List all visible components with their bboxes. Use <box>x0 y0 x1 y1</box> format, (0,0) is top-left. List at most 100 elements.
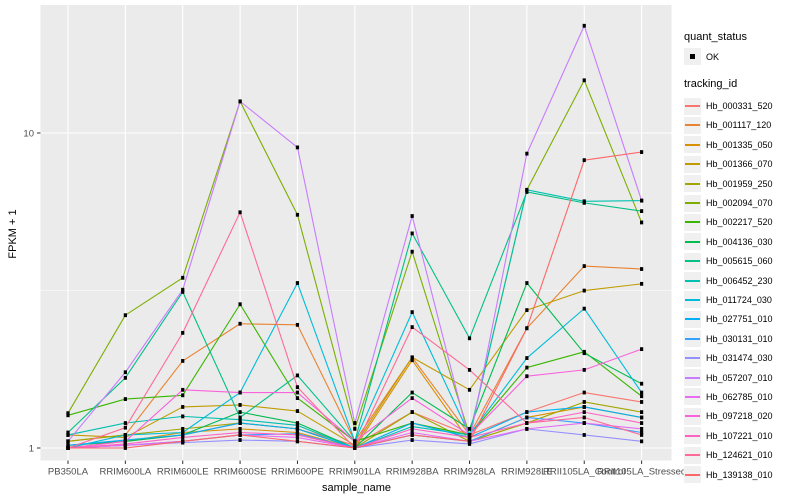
data-point-Hb_031474_030 <box>410 438 414 442</box>
legend-item-Hb_062785_010: Hb_062785_010 <box>684 387 799 406</box>
legend-item-label: Hb_000331_520 <box>706 101 773 112</box>
data-point-Hb_002094_070 <box>295 212 300 217</box>
legend-item-Hb_002094_070: Hb_002094_070 <box>684 193 799 212</box>
data-point-Hb_124621_010 <box>123 425 127 430</box>
color-line-icon <box>685 202 700 205</box>
data-point-Hb_001366_070 <box>410 355 414 360</box>
legend-item-Hb_011724_030: Hb_011724_030 <box>684 290 799 309</box>
data-point-Hb_139138_010 <box>640 150 644 154</box>
data-point-Hb_107221_010 <box>410 426 414 431</box>
legend-key-line-icon <box>684 310 701 328</box>
data-point-Hb_011724_030 <box>525 356 529 360</box>
data-point-Hb_062785_010 <box>410 430 414 435</box>
data-point-Hb_005615_060 <box>123 375 127 380</box>
data-point-Hb_139138_010 <box>467 439 472 444</box>
data-point-Hb_027751_010 <box>66 443 70 448</box>
legend-item-Hb_002217_520: Hb_002217_520 <box>684 213 799 232</box>
legend-item-label: Hb_062785_010 <box>706 391 773 402</box>
legend-item-label: Hb_139138_010 <box>706 469 773 480</box>
color-line-icon <box>685 124 700 127</box>
data-point-Hb_057207_010 <box>582 23 586 28</box>
color-line-icon <box>685 337 700 340</box>
data-point-Hb_002217_520 <box>123 397 127 401</box>
data-point-Hb_107221_010 <box>467 435 472 440</box>
legend-key-line-icon <box>684 388 701 406</box>
data-point-Hb_006452_230 <box>181 414 185 419</box>
data-point-Hb_062785_010 <box>640 426 644 431</box>
legend-item-Hb_000331_520: Hb_000331_520 <box>684 96 799 115</box>
data-point-Hb_004136_030 <box>238 410 242 415</box>
data-point-Hb_001117_120 <box>181 359 185 363</box>
data-point-Hb_097218_020 <box>123 439 127 444</box>
data-point-Hb_002094_070 <box>181 275 185 280</box>
x-tick-label: RRIM600LA <box>99 467 151 478</box>
x-tick-label: RRII105LA_Control <box>543 467 625 478</box>
legend-item-Hb_027751_010: Hb_027751_010 <box>684 310 799 329</box>
data-point-Hb_124621_010 <box>467 367 472 372</box>
data-point-Hb_001335_050 <box>410 358 414 363</box>
legend-key-line-icon <box>684 252 701 270</box>
color-line-icon <box>685 163 700 166</box>
color-line-icon <box>685 105 700 108</box>
data-point-Hb_097218_020 <box>525 374 529 379</box>
legend-item-Hb_004136_030: Hb_004136_030 <box>684 232 799 251</box>
legend-item-label: Hb_001959_250 <box>706 178 773 189</box>
data-point-Hb_005615_060 <box>238 415 242 420</box>
color-line-icon <box>685 357 700 360</box>
data-point-Hb_057207_010 <box>410 214 414 218</box>
data-point-Hb_006452_230 <box>123 421 127 425</box>
data-point-Hb_002217_520 <box>238 302 242 307</box>
legend-item-Hb_139138_010: Hb_139138_010 <box>684 465 799 484</box>
color-line-icon <box>685 279 700 282</box>
quant-status-items: OK <box>684 47 799 66</box>
color-line-icon <box>685 260 700 263</box>
data-point-Hb_001366_070 <box>238 403 242 407</box>
data-point-Hb_139138_010 <box>295 439 300 444</box>
data-point-Hb_124621_010 <box>410 325 414 329</box>
data-point-Hb_057207_010 <box>238 99 242 104</box>
color-line-icon <box>685 182 700 185</box>
legend-item-Hb_001117_120: Hb_001117_120 <box>684 116 799 135</box>
data-point-Hb_011724_030 <box>295 281 300 285</box>
color-line-icon <box>685 240 700 243</box>
data-point-Hb_107221_010 <box>123 442 127 446</box>
x-axis-title: sample_name <box>321 482 392 494</box>
legend-item-Hb_124621_010: Hb_124621_010 <box>684 445 799 464</box>
data-point-Hb_005615_060 <box>525 190 529 194</box>
legend-item-label: Hb_002094_070 <box>706 198 773 209</box>
data-point-Hb_004136_030 <box>467 426 472 431</box>
data-point-Hb_001366_070 <box>640 281 644 286</box>
x-tick-label: RRIM600PE <box>271 467 324 478</box>
data-point-Hb_027751_010 <box>525 410 529 415</box>
data-point-Hb_027751_010 <box>410 421 414 425</box>
color-line-icon <box>685 415 700 418</box>
legend-key-line-icon <box>684 194 701 212</box>
data-point-Hb_062785_010 <box>582 421 586 425</box>
data-point-Hb_001366_070 <box>123 435 127 440</box>
data-point-Hb_006452_230 <box>238 417 242 422</box>
legend-item-Hb_107221_010: Hb_107221_010 <box>684 426 799 445</box>
x-tick-label: PB350LA <box>48 467 89 478</box>
data-point-Hb_057207_010 <box>640 198 644 203</box>
data-point-Hb_001117_120 <box>582 264 586 268</box>
data-point-Hb_001366_070 <box>525 308 529 313</box>
legend-item-Hb_006452_230: Hb_006452_230 <box>684 271 799 290</box>
legend-title-quant-status: quant_status <box>684 31 747 43</box>
data-point-Hb_004136_030 <box>525 281 529 285</box>
plot-panel <box>40 5 672 461</box>
data-point-Hb_001366_070 <box>295 409 300 413</box>
data-point-Hb_124621_010 <box>640 433 644 437</box>
legend-item-Hb_031474_030: Hb_031474_030 <box>684 348 799 367</box>
data-point-Hb_005615_060 <box>181 290 185 294</box>
legend-item-Hb_001959_250: Hb_001959_250 <box>684 174 799 193</box>
data-point-Hb_002217_520 <box>181 393 185 398</box>
legend-item-label: Hb_001335_050 <box>706 139 773 150</box>
legend-item-Hb_005615_060: Hb_005615_060 <box>684 252 799 271</box>
data-point-Hb_006452_230 <box>525 187 529 192</box>
data-point-Hb_005615_060 <box>467 336 472 341</box>
data-point-Hb_002094_070 <box>640 220 644 225</box>
data-point-Hb_139138_010 <box>353 446 357 450</box>
data-point-Hb_057207_010 <box>181 287 185 292</box>
data-point-Hb_031474_030 <box>238 438 242 442</box>
